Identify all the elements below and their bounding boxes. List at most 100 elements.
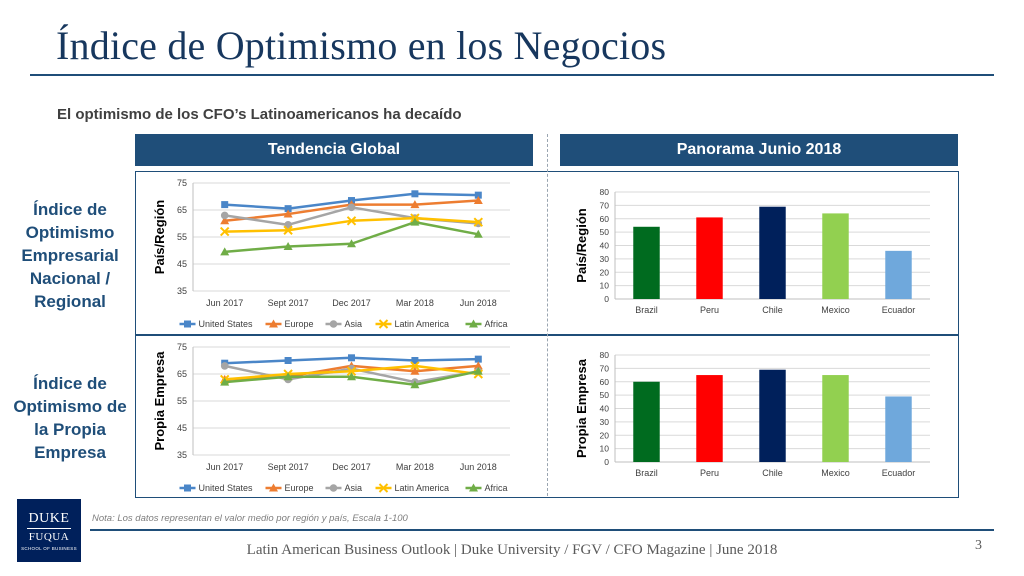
logo-line-2: FUQUA [28,530,70,543]
data-point-asia [220,362,229,370]
row-label-own-company: Índice de Optimismo de la Propia Empresa [13,374,127,462]
y-tick-label: 60 [600,214,610,224]
x-tick-label: Mar 2018 [396,298,434,308]
y-tick-label: 80 [600,350,610,360]
y-tick-label: 65 [177,205,187,215]
x-tick-label: Peru [700,468,719,478]
data-point-asia [347,203,356,212]
panorama-national-chart: 0 10 20 30 40 50 60 70 80 Brazil Peru Chile Mexico Ec… [574,187,930,315]
legend-marker-latin-america [378,319,389,329]
data-point-africa [220,377,230,386]
data-point-asia [284,221,292,229]
data-point-united-states [474,355,482,363]
logo-line-1: DUKE [28,510,70,526]
legend-label-europe: Europe [285,483,314,493]
y-tick-label: 50 [600,227,610,237]
legend-label-africa: Africa [485,319,508,329]
data-point-africa [473,366,483,375]
legend-label-asia: Asia [345,483,363,493]
data-point-latin-america [410,361,420,371]
legend-label-united-states: United States [199,483,254,493]
trend-own-chart: 35 45 55 65 75 Jun 2017 Sept 2017 Dec 2017 Mar 2… [152,342,510,493]
duke-fuqua-logo: DUKE FUQUA SCHOOL OF BUSINESS [17,499,81,562]
title-rule [30,74,994,76]
page-number: 3 [975,538,982,553]
bar-mexico [822,375,849,462]
x-tick-label: Peru [700,305,719,315]
data-point-africa [473,229,483,238]
legend-marker-africa [469,319,478,328]
x-tick-label: Sept 2017 [268,298,309,308]
legend-marker-latin-america [378,483,389,493]
y-tick-label: 30 [600,254,610,264]
data-point-latin-america [346,216,357,226]
page-title: Índice de Optimismo en los Negocios [56,23,667,68]
data-point-europe [410,366,420,375]
legend-marker-united-states [184,484,191,492]
y-tick-label: 35 [177,286,187,296]
data-point-latin-america [473,217,484,227]
data-point-europe [283,209,293,218]
legend-label-africa: Africa [485,483,508,493]
x-tick-label: Dec 2017 [332,462,371,472]
data-point-africa [283,372,293,381]
y-tick-label: 80 [600,187,610,197]
bar-brazil [633,226,660,299]
data-point-europe [220,216,230,225]
page-subtitle: El optimismo de los CFO’s Latinoamerican… [57,106,462,123]
data-point-africa [410,217,420,226]
bar-peru [696,217,723,299]
bar-ecuador [885,250,912,299]
y-tick-label: 45 [177,423,187,433]
legend-marker-europe [269,319,278,328]
x-tick-label: Jun 2017 [206,462,243,472]
x-tick-label: Mexico [821,468,850,478]
legend-marker-asia [329,484,338,492]
data-point-africa [283,241,293,250]
bar-ecuador [885,396,912,462]
y-tick-label: 35 [177,450,187,460]
y-tick-label: 0 [604,294,609,304]
y-axis-title: País/Región [574,208,589,282]
x-tick-label: Mexico [821,305,850,315]
x-tick-label: Jun 2017 [206,298,243,308]
legend-marker-united-states [184,320,191,328]
data-point-united-states [221,201,229,209]
logo-divider [27,527,71,529]
data-point-united-states [348,354,355,362]
legend-marker-africa [469,483,478,492]
legend-label-europe: Europe [285,319,314,329]
data-point-africa [410,380,420,389]
y-tick-label: 65 [177,369,187,379]
footnote: Nota: Los datos representan el valor med… [92,513,408,524]
y-tick-label: 10 [600,281,610,291]
data-point-africa [347,239,356,248]
bar-brazil [633,381,660,462]
column-header-tendencia-global: Tendencia Global [135,134,533,166]
legend-marker-europe [269,483,278,492]
data-point-latin-america [346,366,357,377]
data-point-africa [220,247,230,256]
legend-marker-asia [329,320,338,328]
data-point-europe [410,200,420,209]
panorama-own-chart: 0 10 20 30 40 50 60 70 80 Brazil Peru Chile Mexico Ec… [574,350,930,478]
y-tick-label: 55 [177,232,187,242]
y-axis-title: Propia Empresa [152,351,167,451]
y-tick-label: 20 [600,267,610,277]
y-tick-label: 45 [177,259,187,269]
data-point-united-states [411,190,419,198]
bar-mexico [822,213,849,299]
row-label-national: Índice de Optimismo Empresarial Nacional… [21,200,119,311]
bar-chile [759,206,786,299]
x-tick-label: Ecuador [882,468,916,478]
data-point-united-states [411,357,419,364]
data-point-africa [347,372,356,381]
data-point-united-states [474,191,482,199]
legend-label-latin-america: Latin America [395,483,450,493]
y-tick-label: 70 [600,200,610,210]
bar-chile [759,369,786,462]
data-point-united-states [284,205,292,213]
logo-line-3: SCHOOL OF BUSINESS [21,545,77,551]
bar-peru [696,375,723,462]
legend-label-asia: Asia [345,319,363,329]
